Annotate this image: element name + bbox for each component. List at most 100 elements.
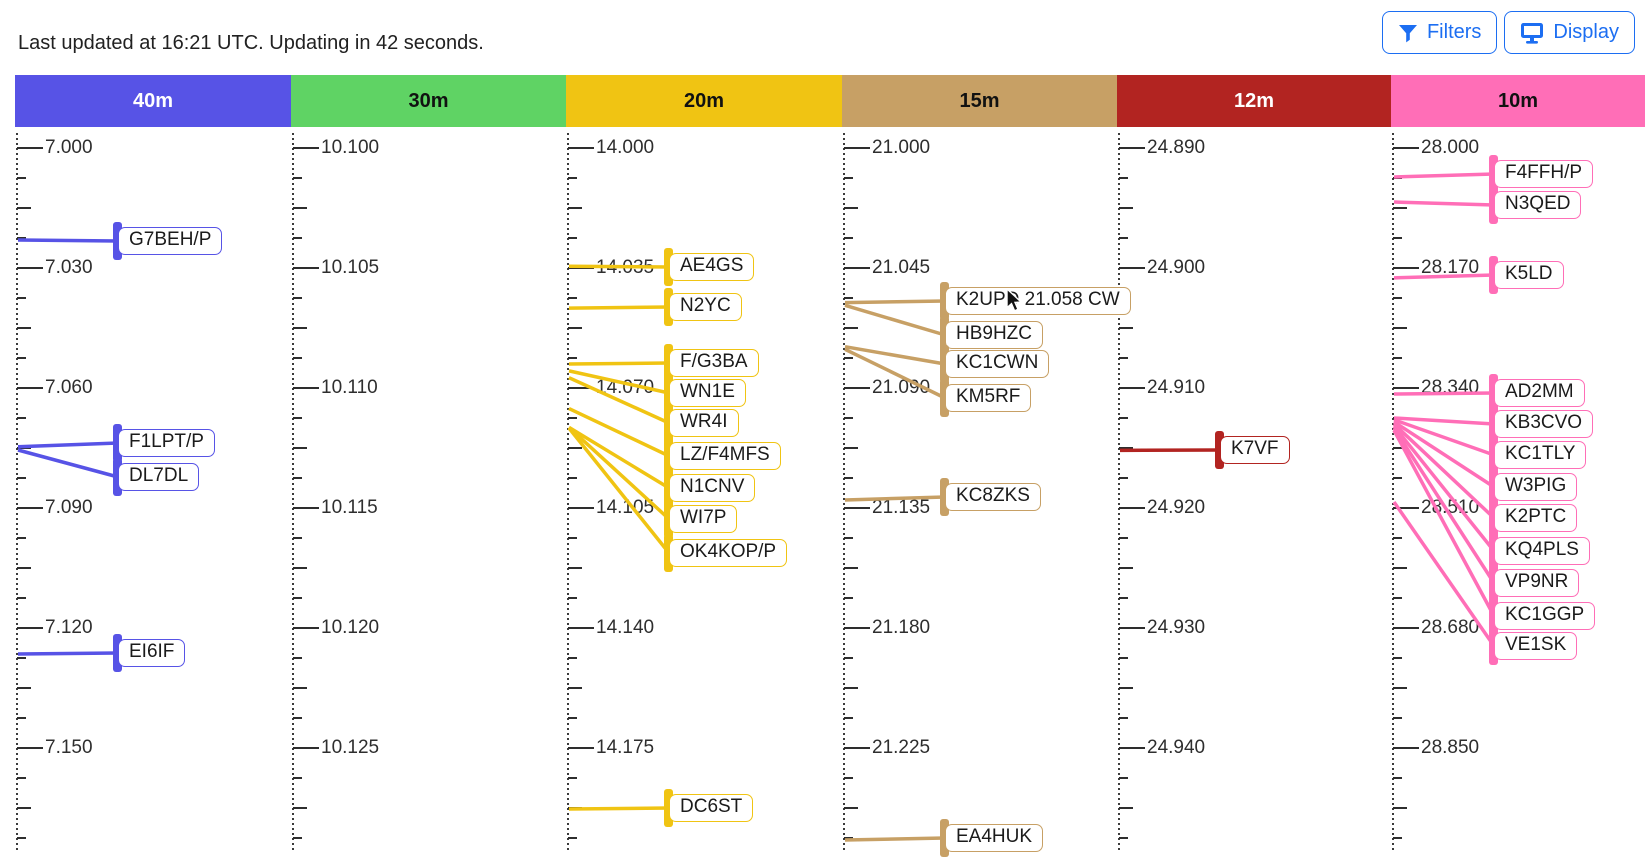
spot-label-DC6ST[interactable]: DC6ST: [664, 789, 753, 827]
band-header-label: 10m: [1498, 90, 1538, 113]
spot-label-DL7DL[interactable]: DL7DL: [113, 458, 199, 496]
spot-callsign: N2YC: [669, 293, 742, 321]
spot-line: [1394, 418, 1494, 424]
spot-callsign: N3QED: [1494, 191, 1581, 219]
spot-line: [1394, 174, 1494, 177]
spot-callsign: N1CNV: [669, 474, 755, 502]
frequency-tick-label: 14.105: [596, 497, 654, 519]
frequency-tick-label: 14.070: [596, 377, 654, 399]
spot-label-N2YC[interactable]: N2YC: [664, 288, 742, 326]
band-header-30m: 30m: [291, 75, 566, 127]
frequency-tick-label: 28.340: [1421, 377, 1479, 399]
spot-label-KM5RF[interactable]: KM5RF: [940, 379, 1031, 417]
spot-label-EA4HUK[interactable]: EA4HUK: [940, 819, 1043, 857]
frequency-tick-label: 28.850: [1421, 737, 1479, 759]
frequency-tick-label: 24.890: [1147, 137, 1205, 159]
spot-line: [18, 653, 118, 654]
frequency-tick-label: 21.000: [872, 137, 930, 159]
frequency-tick-label: 7.120: [45, 617, 93, 639]
spot-callsign: KQ4PLS: [1494, 537, 1590, 565]
frequency-tick-label: 10.125: [321, 737, 379, 759]
frequency-tick-label: 14.175: [596, 737, 654, 759]
frequency-tick-label: 10.105: [321, 257, 379, 279]
filters-button[interactable]: Filters: [1382, 11, 1497, 54]
spot-label-AE4GS[interactable]: AE4GS: [664, 248, 754, 286]
frequency-tick-label: 28.510: [1421, 497, 1479, 519]
frequency-tick-label: 7.090: [45, 497, 93, 519]
spot-label-VE1SK[interactable]: VE1SK: [1489, 627, 1577, 665]
display-button-label: Display: [1553, 21, 1619, 44]
spot-label-N3QED[interactable]: N3QED: [1489, 186, 1581, 224]
frequency-tick-label: 24.910: [1147, 377, 1205, 399]
spot-callsign: AD2MM: [1494, 379, 1585, 407]
frequency-tick-label: 14.000: [596, 137, 654, 159]
spot-callsign: KC1TLY: [1494, 441, 1586, 469]
frequency-tick-label: 28.170: [1421, 257, 1479, 279]
display-button[interactable]: Display: [1504, 11, 1635, 54]
spot-label-K5LD[interactable]: K5LD: [1489, 256, 1564, 294]
frequency-tick-label: 24.920: [1147, 497, 1205, 519]
spot-callsign: KB3CVO: [1494, 410, 1593, 438]
frequency-tick-label: 21.045: [872, 257, 930, 279]
frequency-tick-label: 10.120: [321, 617, 379, 639]
spot-line: [569, 363, 669, 364]
spot-callsign: W3PIG: [1494, 473, 1577, 501]
spot-callsign: F1LPT/P: [118, 429, 215, 457]
spot-callsign: OK4KOP/P: [669, 539, 787, 567]
band-header-10m: 10m: [1391, 75, 1645, 127]
frequency-tick-label: 7.030: [45, 257, 93, 279]
spot-line: [1394, 202, 1494, 205]
spot-label-EI6IF[interactable]: EI6IF: [113, 634, 185, 672]
band-header-label: 12m: [1234, 90, 1274, 113]
frequency-tick-label: 14.140: [596, 617, 654, 639]
spot-line: [18, 450, 118, 477]
display-monitor-icon: [1520, 22, 1544, 44]
band-header-12m: 12m: [1117, 75, 1391, 127]
frequency-tick-label: 21.090: [872, 377, 930, 399]
spot-line: [569, 409, 669, 456]
band-header-label: 40m: [133, 90, 173, 113]
frequency-tick-label: 21.225: [872, 737, 930, 759]
spot-callsign: K2UPD 21.058 CW: [945, 287, 1131, 315]
frequency-tick-label: 28.680: [1421, 617, 1479, 639]
spot-label-KC1CWN[interactable]: KC1CWN: [940, 345, 1049, 383]
band-header-label: 20m: [684, 90, 724, 113]
spot-callsign: AE4GS: [669, 253, 754, 281]
frequency-tick-label: 10.100: [321, 137, 379, 159]
spot-callsign: EA4HUK: [945, 824, 1043, 852]
filter-funnel-icon: [1398, 23, 1418, 43]
frequency-tick-label: 24.940: [1147, 737, 1205, 759]
spot-line: [569, 427, 669, 488]
spot-callsign: KC1CWN: [945, 350, 1049, 378]
frequency-tick-label: 7.000: [45, 137, 93, 159]
spot-line: [845, 305, 945, 335]
frequency-tick-label: 7.150: [45, 737, 93, 759]
spot-line: [1394, 426, 1494, 551]
spot-line: [1394, 430, 1494, 616]
spot-line: [569, 307, 669, 308]
spot-line: [845, 301, 945, 303]
spot-callsign: DL7DL: [118, 463, 199, 491]
spot-line: [569, 428, 669, 553]
spot-line: [18, 240, 118, 241]
spot-line: [18, 443, 118, 447]
toolbar: Filters Display: [1382, 11, 1635, 54]
spot-callsign: F/G3BA: [669, 349, 759, 377]
spot-label-WI7P[interactable]: WI7P: [664, 500, 737, 538]
spot-callsign: WN1E: [669, 379, 746, 407]
frequency-tick-label: 21.180: [872, 617, 930, 639]
spot-callsign: WR4I: [669, 409, 739, 437]
spot-callsign: K2PTC: [1494, 504, 1577, 532]
spot-callsign: WI7P: [669, 505, 737, 533]
frequency-tick-label: 7.060: [45, 377, 93, 399]
spot-label-KC8ZKS[interactable]: KC8ZKS: [940, 478, 1041, 516]
spot-label-G7BEHP[interactable]: G7BEH/P: [113, 222, 222, 260]
spot-label-OK4KOPP[interactable]: OK4KOP/P: [664, 534, 787, 572]
spot-label-K7VF[interactable]: K7VF: [1215, 431, 1290, 469]
spot-label-K2UPD[interactable]: K2UPD 21.058 CW: [940, 282, 1131, 320]
spot-callsign: EI6IF: [118, 639, 185, 667]
spot-label-F1LPTP[interactable]: F1LPT/P: [113, 424, 215, 462]
